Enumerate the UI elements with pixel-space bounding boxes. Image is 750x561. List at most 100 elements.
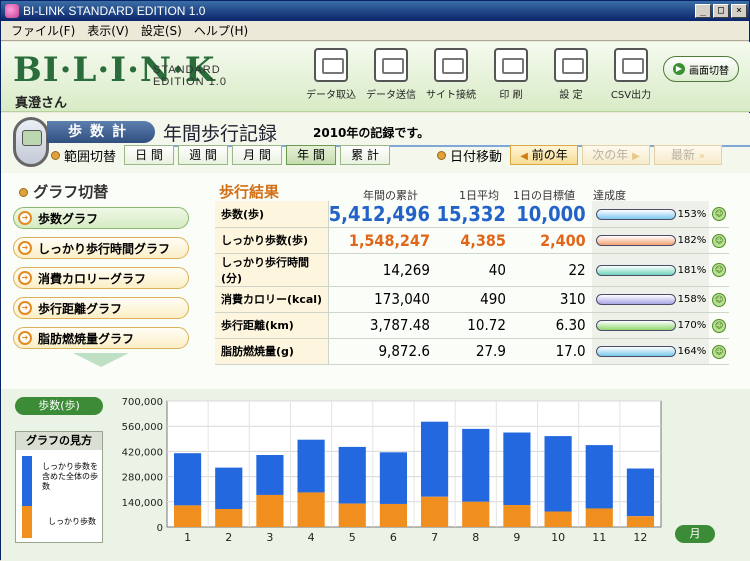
result-average: 15,332 xyxy=(435,201,512,228)
achievement-bar xyxy=(595,320,676,331)
main-panel: グラフ切替 ➔ 歩数グラフ ➔ しっかり歩行時間グラフ ➔ 消費カロリーグラフ ➔ 歩行… xyxy=(1,173,750,389)
user-name: 真澄さん xyxy=(15,96,68,111)
result-name: 歩数(歩) xyxy=(215,201,329,228)
result-gauge: 158% xyxy=(591,286,710,313)
screen-switch-button[interactable]: ▶ 画面切替 xyxy=(663,56,739,82)
graph-fat-button[interactable]: ➔ 脂肪燃焼量グラフ xyxy=(13,327,189,349)
bar-brisk xyxy=(544,511,572,527)
bar-total xyxy=(420,421,449,497)
maximize-button[interactable]: □ xyxy=(713,4,729,18)
toolbar-send-button[interactable]: データ送信 xyxy=(361,46,421,101)
result-name: 歩行距離(km) xyxy=(215,312,329,339)
edition-label: STANDARD EDITION 1.0 xyxy=(153,64,227,88)
arrow-right-icon: ➔ xyxy=(18,271,32,285)
achievement-rate: 153% xyxy=(677,208,707,220)
range-week-button[interactable]: 週 間 xyxy=(178,145,229,165)
window-title: BI-LINK STANDARD EDITION 1.0 xyxy=(23,4,206,18)
x-tick-label: 1 xyxy=(184,531,191,544)
header-goal: 1日の目標値 xyxy=(513,189,575,202)
bar-total xyxy=(379,452,408,504)
graph-steps-button[interactable]: ➔ 歩数グラフ xyxy=(13,207,189,229)
header-total: 年間の累計 xyxy=(363,189,418,202)
graph-brisk-time-button[interactable]: ➔ しっかり歩行時間グラフ xyxy=(13,237,189,259)
menu-view[interactable]: 表示(V) xyxy=(87,24,129,38)
range-cumulative-button[interactable]: 累 計 xyxy=(340,145,391,165)
bar-total xyxy=(544,436,572,512)
toolbar-site-button[interactable]: サイト接続 xyxy=(421,46,481,101)
bar-total xyxy=(297,439,325,493)
header-rate: 達成度 xyxy=(593,189,626,202)
toolbar-settings-button[interactable]: 設 定 xyxy=(541,46,601,101)
bar-brisk xyxy=(626,516,655,527)
bar-total xyxy=(626,468,655,517)
achievement-rate: 182% xyxy=(677,235,707,246)
y-tick-label: 0 xyxy=(157,523,163,534)
toolbar-csv-button[interactable]: CSV出力 xyxy=(601,46,661,101)
bar-total xyxy=(215,467,243,509)
section-tab: 歩数計 xyxy=(47,121,155,143)
bar-total xyxy=(503,432,531,506)
printer-icon xyxy=(494,48,528,82)
range-day-button[interactable]: 日 間 xyxy=(124,145,175,165)
latest-button[interactable]: 最新 » xyxy=(654,145,723,165)
result-status: ☺ xyxy=(709,201,729,228)
title-bar[interactable]: BI-LINK STANDARD EDITION 1.0 _ □ × xyxy=(1,1,749,21)
result-goal: 17.0 xyxy=(511,338,592,365)
menu-bar: ファイル(F) 表示(V) 設定(S) ヘルプ(H) xyxy=(1,21,749,41)
result-name: しっかり歩数(歩) xyxy=(215,227,329,254)
bar-brisk xyxy=(503,505,531,527)
result-status: ☺ xyxy=(709,312,729,339)
result-total: 9,872.6 xyxy=(328,338,436,365)
down-arrow-icon xyxy=(73,353,129,367)
x-tick-label: 2 xyxy=(225,531,232,544)
header: BI·L·I·N·K STANDARD EDITION 1.0 真澄さん データ… xyxy=(1,42,750,112)
range-year-button[interactable]: 年 間 xyxy=(286,145,337,165)
x-tick-label: 10 xyxy=(551,531,565,544)
achievement-bar xyxy=(595,235,676,246)
menu-settings[interactable]: 設定(S) xyxy=(140,24,182,38)
chart-panel: 歩数(歩) グラフの見方 しっかり歩数を含めた全体の歩数 しっかり歩数 0 140… xyxy=(1,389,750,561)
result-status: ☺ xyxy=(709,227,729,254)
result-average: 27.9 xyxy=(435,338,512,365)
prev-year-button[interactable]: ◀ 前の年 xyxy=(510,145,579,165)
settings-icon xyxy=(554,48,588,82)
result-goal: 6.30 xyxy=(511,312,592,339)
range-month-button[interactable]: 月 間 xyxy=(232,145,283,165)
x-tick-label: 12 xyxy=(633,531,647,544)
result-name: 消費カロリー(kcal) xyxy=(215,286,329,313)
y-tick-label: 560,000 xyxy=(122,422,163,433)
graph-calorie-button[interactable]: ➔ 消費カロリーグラフ xyxy=(13,267,189,289)
result-average: 4,385 xyxy=(435,227,512,254)
arrow-right-icon: ➔ xyxy=(18,301,32,315)
next-year-button[interactable]: 次の年 ▶ xyxy=(582,145,651,165)
achievement-rate: 181% xyxy=(677,264,707,276)
close-button[interactable]: × xyxy=(731,4,747,18)
bar-brisk xyxy=(379,503,408,527)
menu-help[interactable]: ヘルプ(H) xyxy=(193,24,249,38)
graph-distance-button[interactable]: ➔ 歩行距離グラフ xyxy=(13,297,189,319)
metric-badge: 歩数(歩) xyxy=(15,397,103,415)
result-status: ☺ xyxy=(709,253,729,287)
bar-brisk xyxy=(173,505,202,527)
smiley-icon: ☺ xyxy=(712,207,727,222)
bullet-icon xyxy=(437,150,446,160)
toolbar-print-button[interactable]: 印 刷 xyxy=(481,46,541,101)
achievement-rate: 164% xyxy=(677,346,707,357)
globe-icon xyxy=(434,48,468,82)
date-move-label: 日付移動 xyxy=(450,149,503,165)
result-total: 173,040 xyxy=(328,286,436,313)
achievement-rate: 158% xyxy=(677,294,707,305)
bar-brisk xyxy=(338,503,366,527)
bar-total xyxy=(462,428,490,502)
menu-file[interactable]: ファイル(F) xyxy=(11,24,76,38)
minimize-button[interactable]: _ xyxy=(695,4,711,18)
header-avg: 1日平均 xyxy=(459,189,499,202)
results-title: 歩行結果 xyxy=(219,183,280,201)
achievement-bar xyxy=(595,294,676,305)
result-total: 14,269 xyxy=(328,253,436,287)
toolbar-import-button[interactable]: データ取込 xyxy=(301,46,361,101)
smiley-icon: ☺ xyxy=(712,263,727,277)
bar-brisk xyxy=(215,509,243,527)
pedometer-icon xyxy=(13,117,49,167)
bullet-icon xyxy=(51,150,60,160)
